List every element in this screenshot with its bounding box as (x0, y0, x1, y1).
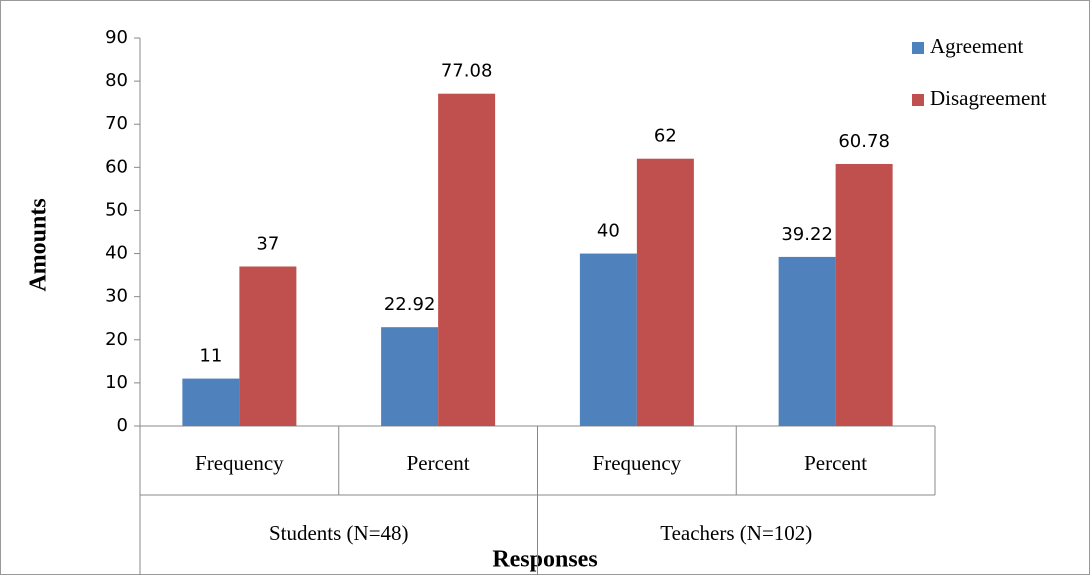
data-label: 62 (654, 126, 677, 147)
data-label: 37 (256, 233, 279, 254)
bar (835, 163, 893, 426)
data-label: 22.92 (384, 294, 436, 315)
data-label: 60.78 (838, 131, 890, 152)
y-tick-label: 60 (105, 156, 128, 177)
y-tick-label: 20 (105, 329, 128, 350)
bar (381, 327, 439, 426)
legend-swatch (912, 42, 924, 54)
y-tick-label: 70 (105, 113, 128, 134)
x-tick-label: Percent (407, 451, 470, 475)
y-tick-label: 50 (105, 199, 128, 220)
legend-label: Disagreement (930, 86, 1047, 110)
group-label: Teachers (N=102) (660, 521, 812, 545)
y-tick-label: 10 (105, 372, 128, 393)
bar (239, 266, 297, 426)
legend-swatch (912, 94, 924, 106)
legend-label: Agreement (930, 34, 1023, 58)
data-label: 40 (597, 221, 620, 242)
data-label: 39.22 (781, 224, 833, 245)
x-tick-label: Percent (804, 451, 867, 475)
bar (438, 93, 496, 426)
bar (778, 256, 836, 426)
x-tick-label: Frequency (593, 451, 682, 475)
y-tick-label: 30 (105, 286, 128, 307)
bar (182, 378, 240, 426)
y-tick-label: 90 (105, 27, 128, 48)
y-axis-label: Amounts (26, 198, 52, 291)
group-label: Students (N=48) (269, 521, 409, 545)
bar (636, 158, 694, 426)
x-axis-label: Responses (492, 547, 597, 573)
data-label: 11 (199, 346, 222, 367)
data-label: 77.08 (441, 61, 493, 82)
y-tick-label: 0 (117, 415, 128, 436)
x-tick-label: Frequency (195, 451, 284, 475)
bar (579, 253, 637, 426)
y-tick-label: 40 (105, 243, 128, 264)
y-tick-label: 80 (105, 70, 128, 91)
